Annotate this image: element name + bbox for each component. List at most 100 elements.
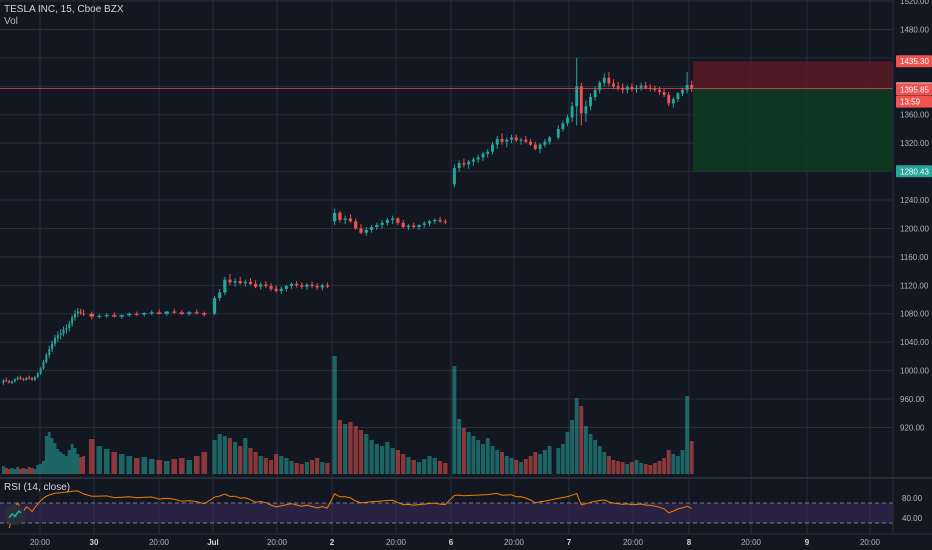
candle-body — [134, 313, 140, 315]
price-tag-countdown — [896, 95, 932, 108]
price-tick-label: 1320.00 — [900, 139, 929, 148]
volume-bar — [583, 426, 588, 474]
volume-bar — [171, 459, 178, 474]
candle-body — [179, 312, 185, 314]
candle-body — [354, 221, 358, 229]
candle-body — [31, 378, 34, 380]
volume-bar — [495, 450, 500, 474]
candle-body — [524, 139, 528, 142]
candle-body — [51, 343, 54, 350]
candle-body — [42, 362, 45, 369]
volume-bar — [222, 436, 227, 474]
candle-body — [48, 349, 51, 355]
volume-bar — [118, 454, 125, 474]
volume-bar — [19, 469, 23, 474]
volume-bar — [364, 434, 369, 474]
candle-body — [28, 377, 31, 379]
rsi-legend[interactable]: RSI (14, close) — [4, 482, 71, 493]
volume-bar — [141, 457, 148, 474]
candle-body — [348, 218, 353, 222]
volume-bar — [42, 461, 45, 474]
candle-body — [149, 312, 155, 314]
candle-body — [514, 137, 518, 141]
volume-bar — [476, 440, 481, 474]
volume-bar — [268, 460, 274, 474]
position-zones — [693, 61, 893, 172]
time-tick-label: 6 — [449, 538, 454, 547]
candle-body — [543, 141, 547, 145]
candle-body — [505, 139, 509, 142]
volume-bar — [597, 446, 602, 474]
time-tick-label: 20:00 — [267, 538, 288, 547]
candle-body — [164, 311, 170, 314]
time-tick-label: Jul — [207, 538, 219, 547]
volume-bar — [452, 366, 457, 474]
volume-bar — [39, 464, 43, 474]
volume-bar — [64, 456, 68, 474]
symbol-title[interactable]: TESLA INC, 15, Cboe BZX — [4, 4, 124, 15]
time-tick-label: 20:00 — [30, 538, 51, 547]
volume-bar — [514, 460, 519, 474]
candle-body — [343, 218, 347, 220]
candle-body — [39, 368, 42, 374]
volume-bar — [148, 459, 155, 474]
candle-body — [548, 137, 552, 142]
price-tag-label: 1435.30 — [900, 57, 929, 66]
volume-bar — [574, 398, 579, 474]
volume-bar — [353, 426, 358, 474]
time-tick-label: 20:00 — [741, 538, 762, 547]
candle-body — [218, 292, 222, 299]
candle-body — [45, 354, 48, 363]
candle-body — [62, 329, 65, 334]
volume-bar — [556, 448, 561, 474]
price-tag-current — [896, 83, 932, 96]
volume-bar — [289, 461, 294, 474]
volume-bar — [560, 444, 565, 474]
volume-bar — [395, 450, 401, 474]
tradingview-logo-icon[interactable] — [5, 505, 25, 525]
candle-body — [467, 161, 471, 165]
candle-body — [391, 218, 395, 220]
volume-bar — [689, 441, 694, 474]
candle-body — [11, 381, 14, 383]
candle-body — [462, 163, 466, 165]
volume-bar — [602, 452, 607, 474]
candle-body — [427, 221, 432, 224]
volume-bar — [73, 448, 77, 474]
volume-bar — [227, 438, 233, 474]
volume-bar — [337, 420, 343, 474]
volume-bar — [416, 462, 422, 474]
candle-body — [570, 106, 574, 118]
volume-bar — [258, 456, 263, 474]
volume-bar — [565, 432, 570, 474]
volume-bar — [309, 460, 315, 474]
price-tag-label: 13:59 — [900, 98, 921, 107]
volume-bar — [348, 422, 353, 474]
volume-bar — [88, 439, 95, 474]
volume-bar — [579, 406, 584, 474]
volume-bar — [461, 428, 466, 474]
candle-body — [369, 227, 374, 230]
time-tick-label: 9 — [805, 538, 810, 547]
candle-body — [194, 312, 200, 314]
volume-bar — [1, 466, 5, 474]
price-tick-label: 1000.00 — [900, 367, 929, 376]
volume-bar — [643, 464, 648, 474]
volume-bar — [24, 469, 28, 474]
volume-bar — [33, 469, 37, 474]
volume-legend[interactable]: Vol — [4, 16, 18, 27]
volume-bar — [680, 450, 685, 474]
volume-bar — [538, 454, 543, 474]
candle-body — [589, 96, 592, 107]
time-tick-label: 20:00 — [149, 538, 170, 547]
volume-bar — [652, 463, 657, 474]
candle-body — [380, 222, 384, 225]
volume-bar — [480, 444, 485, 474]
candle-body — [681, 89, 684, 94]
volume-bar — [625, 464, 630, 474]
price-tick-label: 1480.00 — [900, 25, 929, 34]
candle-body — [575, 86, 579, 107]
candle-body — [616, 86, 620, 88]
volume-bar — [243, 438, 248, 474]
